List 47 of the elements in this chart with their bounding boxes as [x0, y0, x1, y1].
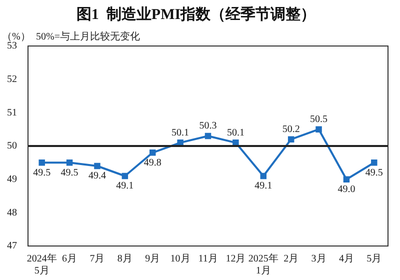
- x-tick-label: 2月: [284, 254, 299, 265]
- data-label: 50.3: [199, 120, 217, 132]
- data-label: 50.1: [226, 127, 244, 138]
- data-label: 49.5: [365, 167, 383, 178]
- point: [94, 162, 100, 170]
- data-label: 49.5: [33, 167, 51, 178]
- point: [204, 132, 212, 140]
- point: [288, 136, 294, 142]
- text: （%）: [2, 32, 30, 43]
- data-label: 49.4: [88, 170, 106, 182]
- data-label: 50.5: [310, 114, 328, 125]
- y-tick-label: 52: [7, 74, 17, 85]
- x-tick-label: 2025年 1月: [248, 252, 278, 277]
- point: [371, 160, 378, 166]
- text: 50%=与上月比较无变化: [36, 30, 140, 43]
- point: [316, 126, 322, 132]
- x-tick-label: 11月: [198, 254, 218, 265]
- y-tick-label: 49: [7, 174, 17, 185]
- data-label: 49.1: [116, 180, 134, 192]
- x-tick-label: 8月: [117, 254, 132, 265]
- chart-title: 图1 制造业PMI指数（经季节调整）: [76, 6, 316, 23]
- x-tick-label: 6月: [62, 254, 78, 265]
- y-tick-label: 47: [7, 240, 17, 252]
- data-label: 49.5: [60, 167, 78, 178]
- y-tick-label: 51: [7, 107, 17, 118]
- x-tick-label: 3月: [311, 254, 326, 265]
- point: [122, 172, 128, 180]
- point: [343, 176, 350, 182]
- point: [260, 172, 267, 180]
- y-tick-label: 50: [7, 140, 17, 152]
- data-label: 50.1: [172, 127, 190, 138]
- x-tick-label: 12月: [226, 254, 246, 265]
- y-tick-label: 53: [7, 40, 17, 52]
- y-tick-label: 48: [7, 207, 17, 218]
- point: [38, 160, 45, 166]
- x-tick-label: 2024年 5月: [26, 252, 57, 277]
- x-tick-label: 5月: [366, 254, 382, 265]
- data-label: 49.8: [144, 157, 162, 168]
- point: [149, 150, 156, 156]
- data-label: 50.2: [282, 124, 300, 135]
- x-tick-label: 10月: [170, 254, 190, 265]
- data-label: 49.0: [338, 184, 356, 195]
- x-tick-label: 9月: [145, 254, 160, 265]
- data-label: 49.1: [254, 180, 272, 192]
- point: [66, 160, 73, 166]
- x-tick-label: 4月: [338, 254, 354, 265]
- x-tick-label: 7月: [90, 254, 105, 265]
